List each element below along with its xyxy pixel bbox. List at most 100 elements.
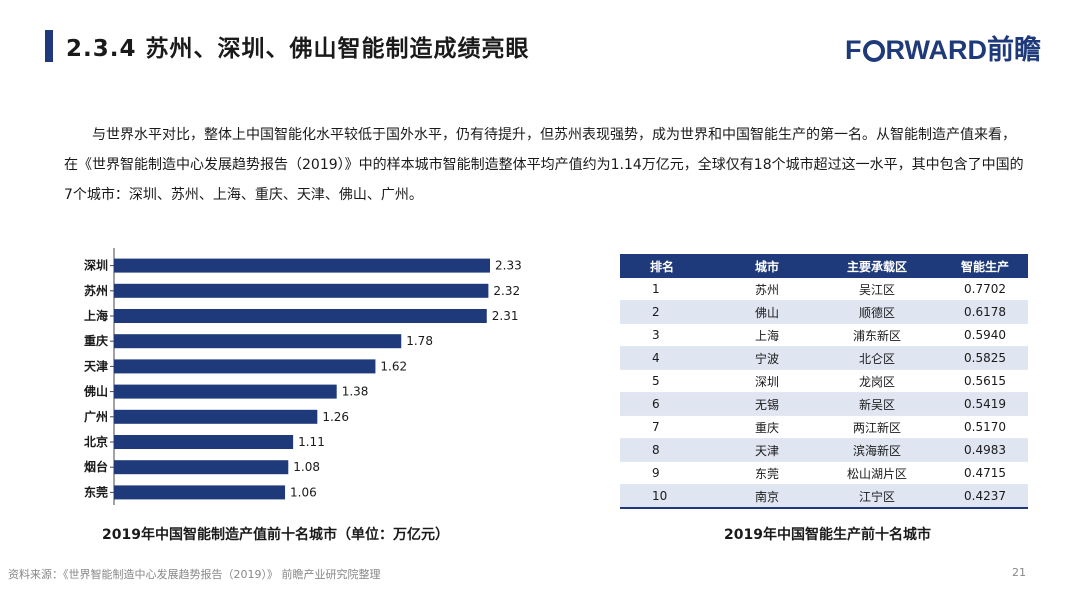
cell-zone: 顺德区 [812, 300, 942, 324]
table-header-row: 排名 城市 主要承载区 智能生产 [620, 254, 1028, 278]
value-label: 2.33 [495, 259, 522, 273]
table-row: 9 东莞 松山湖片区 0.4715 [620, 461, 1028, 485]
category-label: 苏州 [84, 283, 108, 298]
bar [114, 258, 490, 273]
category-label: 烟台 [84, 459, 108, 474]
value-label: 1.26 [322, 410, 349, 424]
bar [114, 283, 489, 298]
cell-zone: 滨海新区 [812, 438, 942, 462]
category-label: 东莞 [84, 484, 108, 499]
cell-production: 0.4715 [942, 461, 1028, 485]
cell-production: 0.5615 [942, 369, 1028, 393]
category-label: 北京 [84, 434, 108, 449]
bar [114, 435, 294, 449]
cell-city: 重庆 [722, 415, 812, 439]
ranking-table-wrap: 排名 城市 主要承载区 智能生产 1 苏州 吴江区 0.7702 2 佛山 顺德区 0.617… [620, 254, 1028, 509]
chart-caption: 2019年中国智能制造产值前十名城市（单位：万亿元） [102, 527, 449, 543]
value-label: 1.06 [290, 485, 317, 499]
table-caption: 2019年中国智能生产前十名城市 [724, 527, 931, 543]
bar [114, 485, 286, 500]
table-row: 7 重庆 两江新区 0.5170 [620, 415, 1028, 439]
table-row: 1 苏州 吴江区 0.7702 [620, 278, 1028, 301]
cell-production: 0.5825 [942, 346, 1028, 370]
source-note: 资料来源：《世界智能制造中心发展趋势报告（2019）》 前瞻产业研究院整理 [8, 568, 381, 581]
cell-rank: 4 [620, 346, 722, 370]
page-number: 21 [1012, 566, 1026, 579]
table-row: 2 佛山 顺德区 0.6178 [620, 300, 1028, 324]
logo-o-icon [862, 40, 885, 62]
cell-zone: 北仑区 [812, 346, 942, 370]
bar [114, 309, 487, 323]
cell-production: 0.5419 [942, 392, 1028, 416]
cell-city: 佛山 [722, 300, 812, 324]
cell-city: 天津 [722, 438, 812, 462]
cell-city: 上海 [722, 323, 812, 347]
cell-rank: 3 [620, 323, 722, 347]
header-production: 智能生产 [942, 254, 1028, 278]
value-label: 2.31 [492, 309, 519, 323]
cell-rank: 6 [620, 392, 722, 416]
table-row: 10 南京 江宁区 0.4237 [620, 484, 1028, 509]
category-label: 深圳 [84, 258, 108, 273]
ranking-table: 排名 城市 主要承载区 智能生产 1 苏州 吴江区 0.7702 2 佛山 顺德区 0.617… [620, 254, 1028, 509]
value-label: 1.38 [342, 385, 369, 399]
cell-zone: 浦东新区 [812, 323, 942, 347]
intro-paragraph: 与世界水平对比，整体上中国智能化水平较低于国外水平，仍有待提升，但苏州表现强势，… [64, 127, 1024, 203]
cell-production: 0.6178 [942, 300, 1028, 324]
cell-zone: 吴江区 [812, 278, 942, 301]
cell-zone: 松山湖片区 [812, 461, 942, 485]
cell-city: 无锡 [722, 392, 812, 416]
value-label: 2.32 [493, 284, 520, 298]
bar [114, 409, 318, 424]
table-row: 5 深圳 龙岗区 0.5615 [620, 369, 1028, 393]
cell-production: 0.7702 [942, 278, 1028, 301]
bar-chart: 深圳 2.33 苏州 2.32 上海 2.31 重庆 1.78 天津 1.62 佛山 1.38 广州 1.… [70, 248, 540, 508]
bar [114, 384, 337, 399]
bar [114, 359, 376, 374]
header-rank: 排名 [620, 254, 722, 278]
cell-rank: 1 [620, 278, 722, 301]
cell-rank: 7 [620, 415, 722, 439]
logo-text-post: RWARD前瞻 [885, 35, 1042, 65]
cell-zone: 龙岗区 [812, 369, 942, 393]
value-label: 1.11 [298, 435, 325, 449]
table-row: 8 天津 滨海新区 0.4983 [620, 438, 1028, 462]
bar [114, 334, 402, 349]
value-label: 1.62 [380, 359, 407, 373]
cell-production: 0.4237 [942, 484, 1028, 509]
cell-city: 深圳 [722, 369, 812, 393]
cell-zone: 江宁区 [812, 484, 942, 509]
table-row: 4 宁波 北仑区 0.5825 [620, 346, 1028, 370]
bar [114, 460, 289, 475]
cell-zone: 新吴区 [812, 392, 942, 416]
cell-rank: 9 [620, 461, 722, 485]
category-label: 天津 [84, 358, 108, 373]
forward-logo: F RWARD前瞻 [845, 28, 1041, 67]
cell-zone: 两江新区 [812, 415, 942, 439]
table-row: 6 无锡 新吴区 0.5419 [620, 392, 1028, 416]
cell-city: 东莞 [722, 461, 812, 485]
logo-text-pre: F [845, 35, 862, 65]
cell-city: 南京 [722, 484, 812, 509]
header-city: 城市 [722, 254, 812, 278]
cell-rank: 10 [620, 484, 722, 509]
table-row: 3 上海 浦东新区 0.5940 [620, 323, 1028, 347]
cell-production: 0.4983 [942, 438, 1028, 462]
header-zone: 主要承载区 [812, 254, 942, 278]
title-accent-bar [45, 30, 53, 62]
value-label: 1.78 [406, 334, 433, 348]
cell-rank: 8 [620, 438, 722, 462]
category-label: 上海 [84, 308, 108, 323]
cell-city: 苏州 [722, 278, 812, 301]
cell-production: 0.5170 [942, 415, 1028, 439]
value-label: 1.08 [293, 460, 320, 474]
category-label: 佛山 [83, 384, 108, 399]
category-label: 广州 [84, 409, 108, 424]
cell-city: 宁波 [722, 346, 812, 370]
cell-rank: 5 [620, 369, 722, 393]
cell-production: 0.5940 [942, 323, 1028, 347]
cell-rank: 2 [620, 300, 722, 324]
category-label: 重庆 [84, 333, 108, 348]
bar-chart-svg: 深圳 2.33 苏州 2.32 上海 2.31 重庆 1.78 天津 1.62 佛山 1.38 广州 1.… [83, 248, 522, 505]
table-body: 1 苏州 吴江区 0.7702 2 佛山 顺德区 0.6178 3 上海 浦东新区 0.5940 4 宁波… [620, 278, 1028, 509]
